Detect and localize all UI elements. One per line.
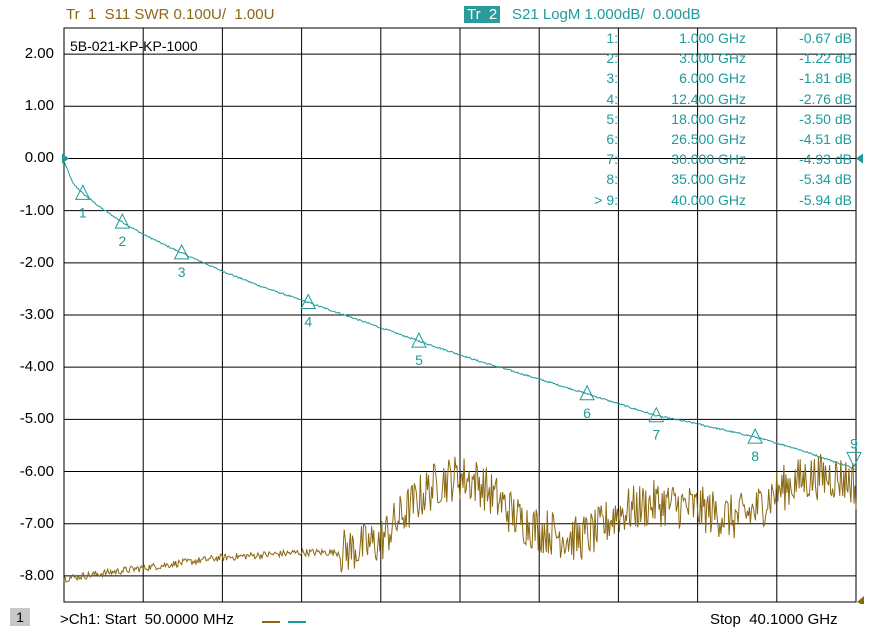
marker-6-triangle — [579, 384, 595, 401]
marker-2-triangle — [114, 212, 131, 229]
marker-1-label: 1 — [79, 204, 87, 220]
legend-trace2-swatch — [288, 621, 306, 623]
trace-s11_swr — [63, 454, 857, 583]
start-frequency: >Ch1: Start 50.0000 MHz — [60, 611, 234, 628]
marker-id: 8: — [606, 171, 618, 188]
channel-number-badge[interactable]: 1 — [10, 608, 30, 626]
marker-5-triangle — [411, 331, 427, 348]
marker-value: -4.93 dB — [799, 151, 852, 168]
marker-1-triangle — [74, 184, 91, 200]
chart-name: 5B-021-KP-KP-1000 — [70, 38, 198, 54]
marker-3-label: 3 — [178, 264, 186, 280]
marker-frequency: 12.400 GHz — [671, 90, 746, 107]
chart-plot: 1 2 3 4 5 6 7 8 9 — [62, 27, 864, 604]
legend-trace1-swatch — [262, 621, 280, 623]
trace1-label[interactable]: Tr 1 S11 SWR 0.100U/ 1.00U — [66, 6, 275, 23]
marker-id: 3: — [606, 70, 618, 87]
y-tick-label: -6.00 — [19, 462, 54, 480]
trace2-label[interactable]: S21 LogM 1.000dB/ 0.00dB — [512, 6, 701, 23]
marker-id: 2: — [606, 50, 618, 67]
y-tick-label: -1.00 — [19, 201, 54, 219]
y-tick-label: -3.00 — [19, 306, 54, 323]
marker-id: 6: — [606, 131, 618, 147]
y-tick-label: 2.00 — [24, 45, 54, 63]
y-tick-label: 1.00 — [24, 97, 54, 115]
marker-frequency: 35.000 GHz — [671, 171, 746, 188]
marker-9-label: 9 — [850, 435, 858, 451]
marker-value: -1.81 dB — [799, 70, 852, 87]
y-tick-label: -2.00 — [19, 253, 54, 271]
y-tick-label: -8.00 — [19, 566, 54, 584]
marker-value: -1.22 dB — [799, 50, 852, 67]
y-tick-label: -4.00 — [19, 358, 54, 376]
trace1-reference-arrow — [857, 596, 864, 604]
marker-6-label: 6 — [583, 405, 591, 421]
marker-value: -5.94 dB — [799, 191, 852, 208]
marker-9-triangle — [846, 451, 862, 468]
marker-id: 4: — [606, 90, 618, 107]
marker-frequency: 40.000 GHz — [671, 191, 746, 208]
reference-right-arrow — [856, 153, 863, 164]
marker-value: -5.34 dB — [799, 171, 852, 188]
marker-id: > 9: — [594, 191, 618, 208]
marker-frequency: 30.000 GHz — [671, 151, 746, 168]
stop-frequency: Stop 40.1000 GHz — [710, 611, 838, 628]
marker-frequency: 6.000 GHz — [679, 70, 746, 87]
marker-3-triangle — [173, 243, 190, 260]
marker-7-label: 7 — [652, 427, 660, 443]
marker-frequency: 1.000 GHz — [679, 30, 746, 46]
marker-frequency: 26.500 GHz — [671, 131, 746, 147]
marker-value: -0.67 dB — [799, 30, 852, 46]
marker-4-triangle — [300, 293, 317, 309]
trace2-active-box[interactable]: Tr 2 — [464, 6, 501, 23]
marker-2-label: 2 — [118, 233, 126, 249]
marker-frequency: 3.000 GHz — [679, 50, 746, 67]
marker-id: 1: — [606, 30, 618, 46]
marker-id: 7: — [606, 151, 618, 168]
trace-s21 — [63, 160, 857, 470]
marker-5-label: 5 — [415, 352, 423, 368]
marker-value: -4.51 dB — [799, 131, 852, 147]
marker-value: -3.50 dB — [799, 110, 852, 127]
y-tick-label: 0.00 — [24, 149, 54, 167]
y-tick-label: -7.00 — [19, 514, 54, 532]
marker-id: 5: — [606, 110, 618, 127]
y-tick-label: -5.00 — [19, 410, 54, 428]
marker-4-label: 4 — [304, 313, 312, 329]
marker-8-label: 8 — [751, 448, 759, 464]
marker-7-triangle — [648, 406, 665, 423]
marker-value: -2.76 dB — [799, 90, 852, 107]
marker-8-triangle — [747, 427, 763, 444]
marker-frequency: 18.000 GHz — [671, 110, 746, 127]
status-footer: 1 >Ch1: Start 50.0000 MHz Stop 40.1000 G… — [0, 604, 872, 640]
